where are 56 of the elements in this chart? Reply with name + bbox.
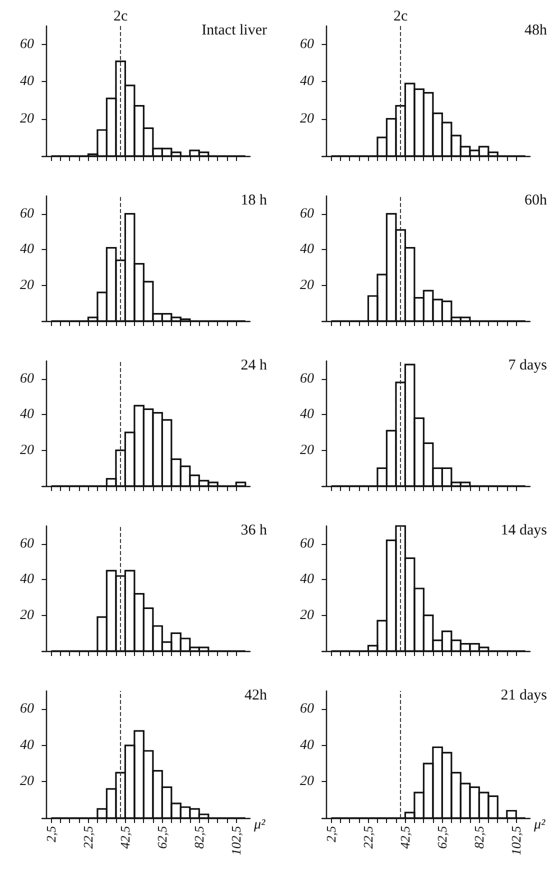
y-tick-label: 60 — [20, 536, 34, 552]
x-tick-label: 42,5 — [398, 826, 413, 849]
ref-line-label: 2c — [393, 8, 408, 24]
x-tick-label: 2,5 — [44, 826, 59, 842]
chart-title: 21 days — [500, 688, 548, 704]
chart-title: 48h — [524, 22, 548, 38]
y-tick-label: 60 — [20, 371, 34, 386]
y-tick-label: 60 — [300, 536, 314, 552]
y-tick-label: 40 — [300, 407, 314, 422]
y-tick-label: 60 — [20, 206, 34, 222]
y-tick-label: 40 — [20, 74, 34, 90]
chart-title: Intact liver — [202, 22, 268, 38]
x-tick-label: 82,5 — [472, 826, 487, 849]
chart-title: 36 h — [240, 522, 268, 538]
y-tick-label: 20 — [300, 442, 314, 458]
chart-title: 42h — [244, 688, 268, 704]
x-tick-label: 22,5 — [360, 826, 376, 849]
y-tick-label: 20 — [20, 278, 34, 293]
chart-title: 24 h — [240, 358, 268, 374]
y-tick-label: 20 — [300, 111, 314, 126]
y-tick-label: 60 — [20, 702, 34, 717]
y-tick-label: 60 — [300, 206, 314, 222]
y-tick-label: 20 — [300, 774, 314, 790]
y-tick-label: 40 — [20, 242, 34, 258]
y-tick-label: 40 — [300, 242, 314, 258]
y-tick-label: 60 — [300, 371, 314, 386]
x-tick-label: 102,5 — [228, 826, 244, 856]
x-tick-label: 42,5 — [118, 826, 133, 849]
chart-title: 14 days — [500, 522, 548, 538]
y-tick-label: 20 — [20, 608, 34, 623]
chart-title: 60h — [524, 192, 548, 208]
y-tick-label: 40 — [20, 738, 34, 753]
y-tick-label: 20 — [300, 608, 314, 623]
chart-title: 18 h — [240, 192, 268, 208]
x-tick-label: 82,5 — [192, 826, 207, 849]
y-tick-label: 60 — [300, 37, 314, 52]
x-axis-title: μ² — [253, 818, 266, 832]
x-tick-label: 62,5 — [434, 826, 450, 849]
x-tick-label: 22,5 — [80, 826, 96, 849]
y-tick-label: 20 — [20, 774, 34, 790]
x-tick-label: 62,5 — [154, 826, 170, 849]
y-tick-label: 40 — [20, 407, 34, 422]
y-tick-label: 40 — [300, 738, 314, 753]
y-tick-label: 60 — [300, 702, 314, 717]
y-tick-label: 60 — [20, 37, 34, 52]
chart-title: 7 days — [508, 358, 548, 374]
y-tick-label: 40 — [20, 572, 34, 588]
y-tick-label: 20 — [300, 278, 314, 293]
x-axis-title: μ² — [533, 818, 546, 832]
y-tick-label: 20 — [20, 111, 34, 126]
y-tick-label: 40 — [300, 572, 314, 588]
x-tick-label: 102,5 — [508, 826, 524, 856]
ref-line-label: 2c — [113, 8, 128, 24]
y-tick-label: 40 — [300, 74, 314, 90]
y-tick-label: 20 — [20, 442, 34, 458]
x-tick-label: 2,5 — [324, 826, 339, 842]
